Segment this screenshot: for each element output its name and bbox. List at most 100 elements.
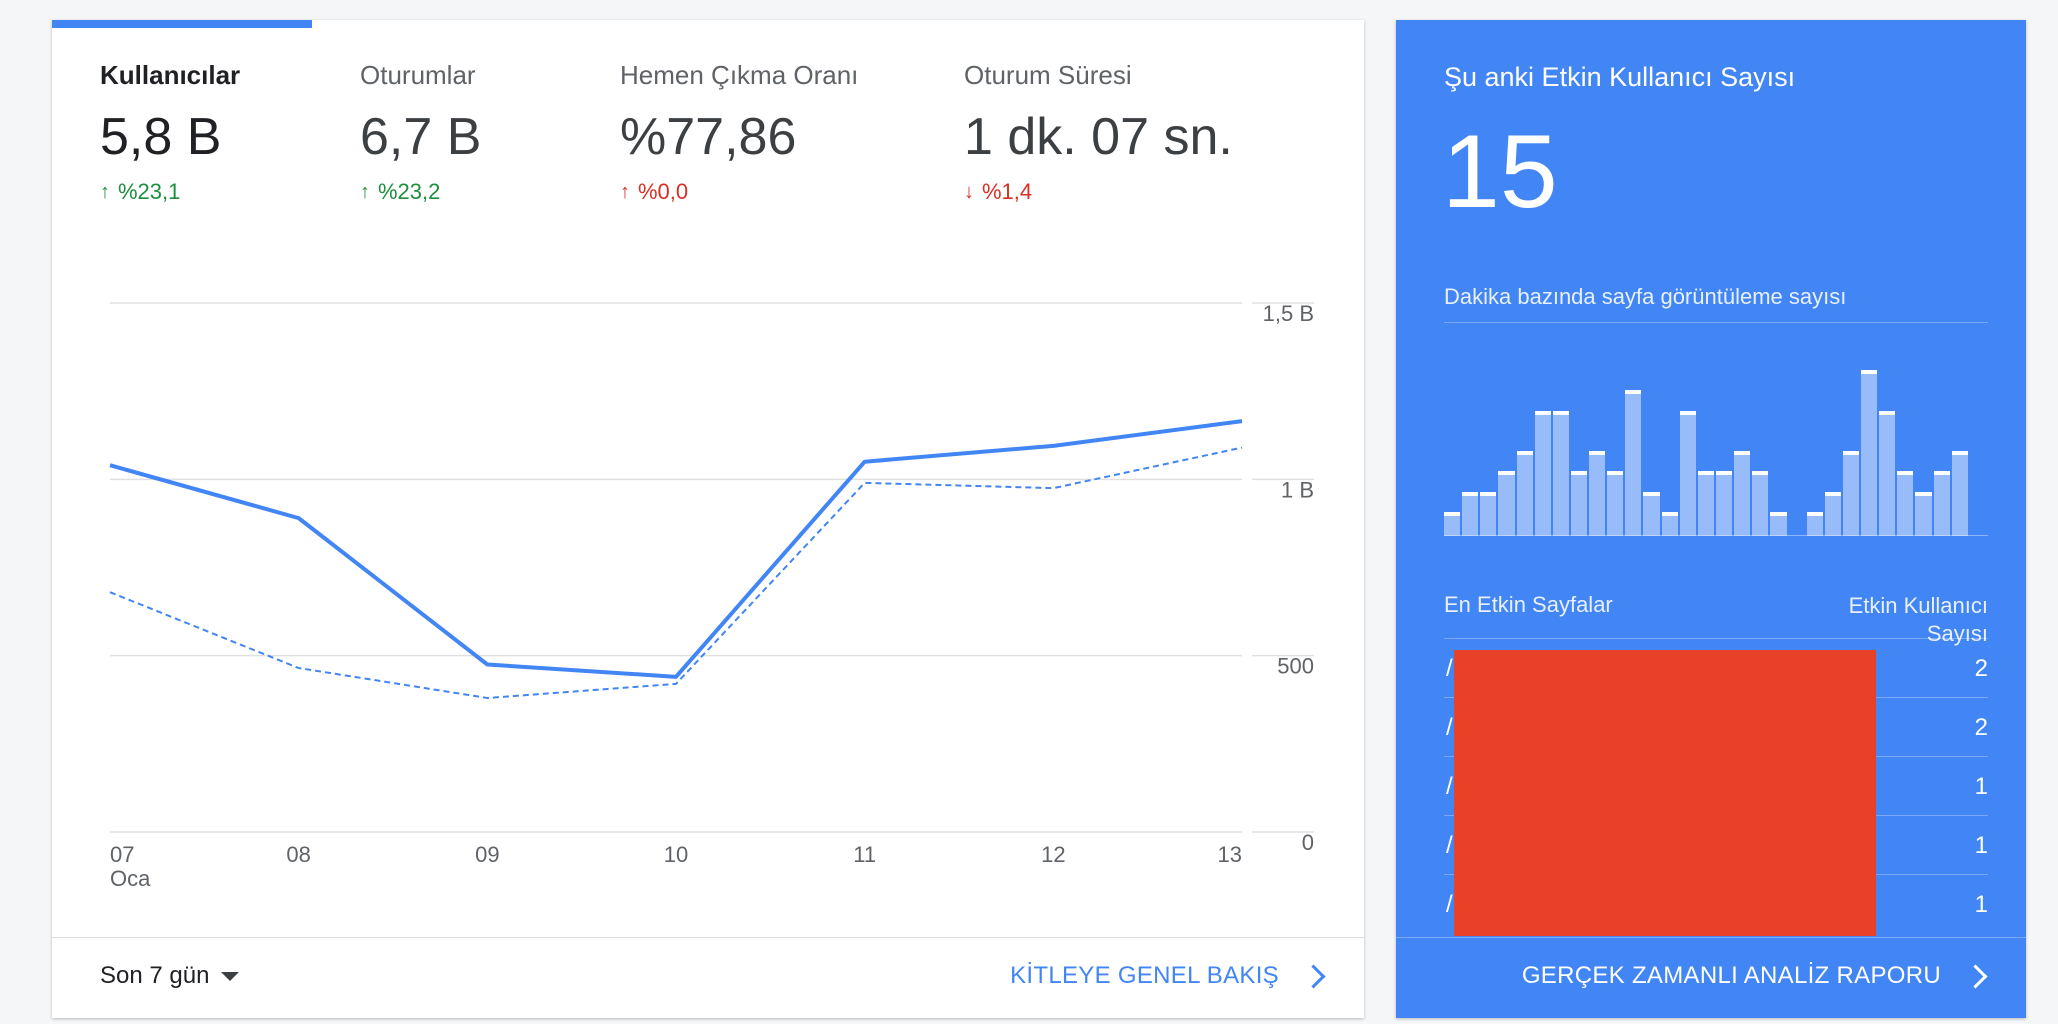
- x-tick-label: 10: [664, 842, 688, 867]
- x-tick-label: 09: [475, 842, 499, 867]
- pageviews-bar: [1770, 511, 1787, 536]
- x-tick-label: 13: [1218, 842, 1242, 867]
- realtime-report-link-label: GERÇEK ZAMANLI ANALİZ RAPORU: [1521, 962, 1941, 989]
- bar-chart-baseline: [1444, 535, 1988, 536]
- pageviews-bar: [1498, 471, 1515, 536]
- redaction-box: [1454, 650, 1876, 936]
- page-path: /: [1446, 832, 1453, 859]
- pageviews-bar: [1444, 511, 1461, 536]
- page-path: /: [1446, 773, 1453, 800]
- page-active-users: 2: [1974, 714, 1988, 741]
- active-users-count: 15: [1442, 114, 1558, 230]
- users-line-chart: 0 500 1 B 1,5 B 07 08 09 10 11 12 13 Oca: [109, 301, 1314, 891]
- metric-label: Oturumlar: [360, 60, 476, 90]
- pageviews-bar: [1643, 491, 1660, 536]
- page-path: /: [1446, 655, 1453, 682]
- date-range-dropdown[interactable]: Son 7 gün: [100, 962, 240, 990]
- metric-change: ↑ %23,1: [100, 179, 240, 205]
- current-series-line: [109, 419, 1243, 679]
- page-active-users: 1: [1974, 832, 1988, 859]
- metric-change-value: %0,0: [638, 179, 689, 204]
- pageviews-bar: [1661, 511, 1678, 536]
- pageviews-bar: [1552, 410, 1569, 536]
- arrow-down-icon: ↓: [964, 180, 974, 203]
- metric-label: Hemen Çıkma Oranı: [620, 60, 859, 90]
- top-pages-header-pages: En Etkin Sayfalar: [1444, 592, 1613, 617]
- realtime-title: Şu anki Etkin Kullanıcı Sayısı: [1444, 62, 1796, 92]
- metric-change: ↑ %0,0: [620, 179, 858, 205]
- pageviews-bar: [1897, 471, 1914, 536]
- realtime-card: Şu anki Etkin Kullanıcı Sayısı 15 Dakika…: [1396, 20, 2026, 1018]
- realtime-footer: GERÇEK ZAMANLI ANALİZ RAPORU: [1396, 937, 2026, 1018]
- metric-tab-session-duration[interactable]: Oturum Süresi 1 dk. 07 sn. ↓ %1,4: [964, 60, 1233, 205]
- pageviews-bar: [1879, 410, 1896, 536]
- metric-value: %77,86: [620, 108, 797, 166]
- pageviews-bar: [1824, 491, 1841, 536]
- arrow-up-icon: ↑: [100, 180, 110, 203]
- metric-value: 5,8 B: [100, 108, 222, 166]
- chevron-right-icon: [1963, 963, 1988, 989]
- metric-tab-users[interactable]: Kullanıcılar 5,8 B ↑ %23,1: [100, 60, 240, 205]
- pageviews-bar: [1806, 511, 1823, 536]
- metric-label: Kullanıcılar: [100, 60, 241, 90]
- page-path: /: [1446, 891, 1453, 918]
- x-tick-label: 08: [286, 842, 310, 867]
- pageviews-bar: [1534, 410, 1551, 536]
- page-active-users: 2: [1974, 655, 1988, 682]
- active-tab-indicator: [52, 20, 312, 28]
- y-tick-label: 500: [1277, 654, 1314, 679]
- arrow-up-icon: ↑: [620, 180, 630, 203]
- pageviews-bar: [1462, 491, 1479, 536]
- x-tick-sublabel: Oca: [110, 866, 151, 891]
- audience-overview-card: Kullanıcılar 5,8 B ↑ %23,1 Oturumlar 6,7…: [52, 20, 1364, 1018]
- pageviews-bar: [1516, 451, 1533, 536]
- metric-change: ↓ %1,4: [964, 179, 1233, 205]
- y-tick-label: 1,5 B: [1263, 301, 1314, 326]
- top-pages-header-users: Etkin Kullanıcı Sayısı: [1848, 593, 1988, 646]
- pageviews-bar: [1734, 451, 1751, 536]
- card-footer: Son 7 gün KİTLEYE GENEL BAKIŞ: [52, 937, 1364, 1018]
- pageviews-bar: [1697, 471, 1714, 536]
- pageviews-bar: [1861, 370, 1878, 536]
- arrow-up-icon: ↑: [360, 180, 370, 203]
- metric-label: Oturum Süresi: [964, 60, 1132, 90]
- metric-change: ↑ %23,2: [360, 179, 481, 205]
- realtime-report-link[interactable]: GERÇEK ZAMANLI ANALİZ RAPORU: [1522, 962, 1990, 990]
- x-tick-label: 07: [110, 842, 134, 867]
- pageviews-bar-chart: [1444, 350, 1988, 536]
- metric-value: 6,7 B: [360, 108, 482, 166]
- pageviews-bar: [1589, 451, 1606, 536]
- audience-overview-link[interactable]: KİTLEYE GENEL BAKIŞ: [1010, 962, 1328, 990]
- caret-down-icon: [221, 971, 240, 981]
- pageviews-bar: [1752, 471, 1769, 536]
- x-tick-label: 12: [1041, 842, 1065, 867]
- metric-tab-sessions[interactable]: Oturumlar 6,7 B ↑ %23,2: [360, 60, 481, 205]
- date-range-label: Son 7 gün: [100, 962, 210, 989]
- comparison-series-line: [109, 446, 1243, 699]
- page-active-users: 1: [1974, 891, 1988, 918]
- metric-change-value: %23,2: [378, 179, 441, 204]
- pageviews-bar: [1679, 410, 1696, 536]
- page-path: /: [1446, 714, 1453, 741]
- pageviews-bar: [1951, 451, 1968, 536]
- pageviews-bar: [1933, 471, 1950, 536]
- top-page-row[interactable]: / 2: [1444, 638, 1988, 697]
- metric-value: 1 dk. 07 sn.: [964, 108, 1233, 166]
- pageviews-bar: [1915, 491, 1932, 536]
- metric-tab-bounce-rate[interactable]: Hemen Çıkma Oranı %77,86 ↑ %0,0: [620, 60, 858, 205]
- pageviews-bar: [1480, 491, 1497, 536]
- y-tick-label: 1 B: [1281, 477, 1314, 502]
- page-active-users: 1: [1974, 773, 1988, 800]
- metric-change-value: %23,1: [118, 179, 181, 204]
- x-tick-label: 11: [853, 842, 876, 867]
- audience-overview-link-label: KİTLEYE GENEL BAKIŞ: [1010, 962, 1279, 989]
- chevron-right-icon: [1301, 963, 1326, 989]
- pageviews-bar: [1570, 471, 1588, 536]
- y-tick-label: 0: [1302, 830, 1314, 855]
- pageviews-bar: [1625, 390, 1642, 536]
- pageviews-bar: [1607, 471, 1624, 536]
- pageviews-bar: [1842, 451, 1860, 536]
- pageviews-per-minute-label: Dakika bazında sayfa görüntüleme sayısı: [1444, 284, 1988, 323]
- pageviews-bar: [1716, 471, 1733, 536]
- metric-change-value: %1,4: [982, 179, 1033, 204]
